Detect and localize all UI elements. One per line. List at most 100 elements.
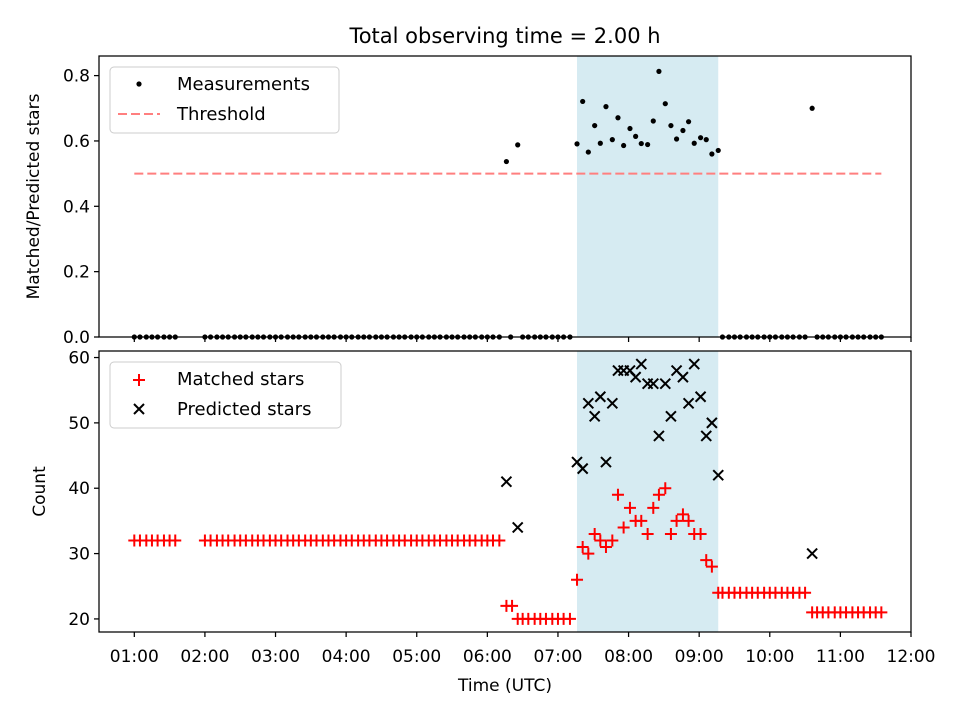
matched-star-point [670,514,683,527]
measurement-point [633,133,639,139]
bottom-axes-frame [98,350,912,633]
top-axes-frame [98,55,912,338]
measurement-point [668,122,674,129]
measurement-point [574,141,580,147]
predicted-star-point [706,417,718,429]
predicted-star-point [677,371,689,383]
measurement-point [662,101,668,107]
measurement-point [609,137,615,143]
measurement-point [703,137,709,143]
x-tick-label: 09:00 [675,647,724,667]
top-y-tick-label: 0.0 [63,328,90,348]
x-tick-label: 11:00 [816,647,865,667]
measurement-point [697,135,704,141]
measurement-point [503,158,510,165]
bottom-y-tick-label: 40 [68,479,90,499]
bottom-y-tick-label: 50 [68,414,90,434]
matched-star-point [606,534,619,547]
predicted-star-point [694,391,707,403]
top-y-tick-label: 0.2 [63,263,90,283]
matched-star-point [617,521,630,534]
legend-threshold-label: Threshold [176,104,266,125]
measurement-point [597,140,603,146]
matched-star-point [571,573,584,586]
matched-star-point [599,541,612,554]
measurement-point [621,142,627,149]
bottom-series-layer [128,358,888,625]
predicted-star-point [653,430,665,442]
legend-matched-marker [133,374,145,386]
x-tick-label: 06:00 [463,647,512,667]
top-y-tick-label: 0.4 [63,197,90,217]
bottom-y-axis: 20 30 40 50 60 [68,349,99,630]
chart-title: Total observing time = 2.00 h [348,24,660,48]
measurement-point [685,119,692,125]
bottom-y-axis-label: Count [30,466,50,517]
bottom-panel: 20 30 40 50 60 01:00 02:00 03:00 04:00 05:00 06:0… [30,349,936,696]
bottom-y-tick-label: 60 [68,349,90,369]
measurement-point [603,104,609,110]
predicted-star-point [659,377,671,390]
matched-star-point [664,527,677,540]
predicted-star-point [682,397,695,409]
measurement-point [580,98,586,105]
matched-star-point [623,501,636,514]
x-tick-label: 01:00 [110,647,159,667]
top-series-layer [131,68,884,340]
matched-star-point [694,527,707,540]
predicted-star-point [600,456,612,468]
matched-star-point [563,612,576,625]
matched-star-point [594,534,607,547]
top-y-tick-label: 0.8 [63,67,90,87]
matched-star-point [799,586,812,599]
top-y-axis: 0.0 0.2 0.4 0.6 0.8 [63,67,99,348]
x-tick-label: 02:00 [180,647,229,667]
matched-star-point [169,534,182,547]
legend-matched-label: Matched stars [177,369,304,390]
x-tick-label: 08:00 [604,647,653,667]
measurement-point [709,151,715,157]
top-y-tick-label: 0.6 [63,132,90,152]
predicted-star-point [712,469,724,481]
predicted-star-point [594,391,607,403]
bottom-x-axis: 01:00 02:00 03:00 04:00 05:00 06:00 07:00 08:00… [110,632,936,667]
predicted-star-point [582,397,595,409]
predicted-star-point [665,410,677,423]
matched-star-point [647,501,660,514]
measurement-point [645,141,651,148]
matched-star-point [588,527,601,540]
x-tick-label: 05:00 [392,647,441,667]
predicted-star-point [500,475,513,488]
x-tick-label: 07:00 [533,647,582,667]
top-shade-rect [577,56,719,337]
measurement-point [656,68,662,74]
matched-star-point [576,541,589,554]
legend-predicted-marker [133,403,145,415]
x-tick-label: 04:00 [322,647,371,667]
measurement-point [650,118,656,124]
predicted-star-point [688,358,700,370]
x-tick-label: 12:00 [887,647,936,667]
predicted-star-point [629,371,642,383]
x-axis-label: Time (UTC) [457,676,552,696]
predicted-star-point [588,410,601,423]
matched-star-point [641,527,654,540]
predicted-star-point [647,377,659,390]
top-x-axis-ticks [133,337,912,342]
measurement-point [680,127,686,134]
measurement-point [673,136,680,142]
measurement-point [627,125,633,132]
bottom-y-tick-label: 30 [68,545,90,565]
legend-measurements-marker [136,81,142,87]
x-tick-label: 03:00 [251,647,300,667]
bottom-legend-box [109,361,342,429]
measurement-point [515,142,521,148]
predicted-star-point [512,521,524,534]
predicted-star-point [806,547,818,560]
measurement-point [615,115,621,121]
matched-star-point [682,514,695,527]
x-tick-label: 10:00 [745,647,794,667]
measurement-point [585,149,591,155]
matched-star-point [700,554,713,567]
matched-star-point [659,482,672,495]
